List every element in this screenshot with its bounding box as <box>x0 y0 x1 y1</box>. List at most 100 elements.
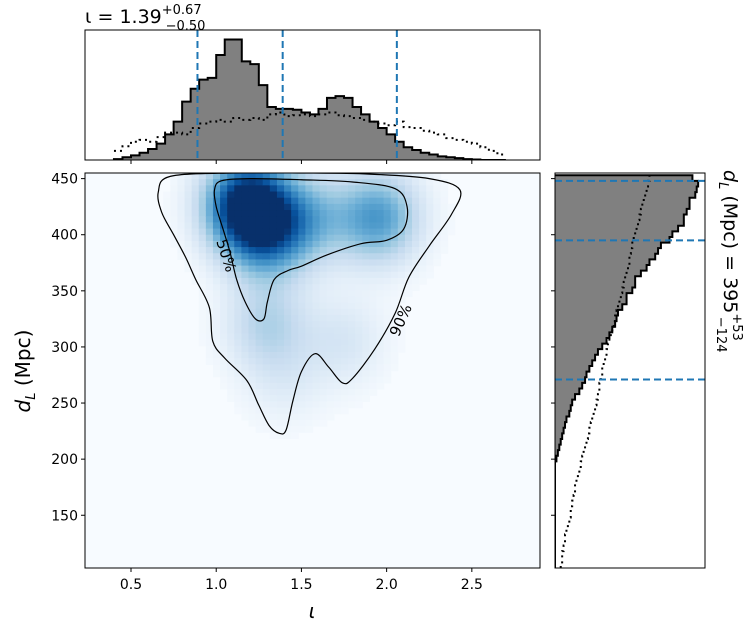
heatmap-cell <box>419 173 427 180</box>
heatmap-cell <box>298 265 306 273</box>
heatmap-cell <box>248 376 257 384</box>
heatmap-cell <box>333 407 342 415</box>
heatmap-cell <box>404 240 413 248</box>
heatmap-cell <box>262 228 271 236</box>
heatmap-cell <box>333 228 342 236</box>
heatmap-cell <box>241 358 250 365</box>
heatmap-cell <box>348 351 356 359</box>
heatmap-cell <box>376 259 385 267</box>
heatmap-cell <box>291 240 299 248</box>
heatmap-cell <box>227 197 235 205</box>
heatmap-cell <box>220 247 228 254</box>
heatmap-cell <box>262 339 271 347</box>
heatmap-cell <box>340 203 349 211</box>
heatmap-cell <box>397 247 406 254</box>
heatmap-cell <box>326 314 335 322</box>
heatmap-cell <box>355 345 363 353</box>
heatmap-cell <box>355 370 363 378</box>
heatmap-cell <box>269 222 278 230</box>
heatmap-cell <box>276 203 285 211</box>
heatmap-cell <box>220 314 228 322</box>
heatmap-cell <box>191 277 200 285</box>
heatmap-cell <box>298 290 306 298</box>
heatmap-cell <box>348 345 356 353</box>
heatmap-cell <box>383 302 392 310</box>
heatmap-cell <box>376 234 385 242</box>
heatmap-cell <box>305 327 314 335</box>
heatmap-cell <box>340 265 349 273</box>
heatmap-cell <box>376 222 385 230</box>
heatmap-cell <box>284 253 292 261</box>
heatmap-cell <box>205 234 214 242</box>
heatmap-cell <box>255 395 264 402</box>
heatmap-cell <box>340 210 349 217</box>
heatmap-cell <box>184 191 193 199</box>
heatmap-cell <box>348 389 356 396</box>
heatmap-cell <box>326 296 335 304</box>
heatmap-cell <box>241 265 250 273</box>
heatmap-cell <box>184 222 193 230</box>
heatmap-cell <box>205 284 214 291</box>
heatmap-cell <box>326 222 335 230</box>
heatmap-cell <box>426 259 434 267</box>
heatmap-cell <box>376 179 385 186</box>
heatmap-cell <box>433 173 442 180</box>
heatmap-cell <box>262 382 271 390</box>
heatmap-cell <box>369 222 378 230</box>
heatmap-cell <box>220 203 228 211</box>
heatmap-cell <box>305 265 314 273</box>
heatmap-cell <box>262 321 271 328</box>
heatmap-cell <box>298 247 306 254</box>
heatmap-cell <box>348 179 356 186</box>
heatmap-cell <box>383 240 392 248</box>
heatmap-cell <box>291 358 299 365</box>
heatmap-cell <box>205 345 214 353</box>
heatmap-cell <box>362 364 370 372</box>
heatmap-cell <box>348 358 356 365</box>
heatmap-cell <box>198 253 207 261</box>
heatmap-cell <box>440 179 449 186</box>
heatmap-cell <box>433 191 442 199</box>
heatmap-cell <box>369 364 378 372</box>
heatmap-cell <box>248 308 257 316</box>
heatmap-cell <box>433 228 442 236</box>
heatmap-cell <box>348 395 356 402</box>
heatmap-cell <box>390 364 399 372</box>
heatmap-cell <box>333 358 342 365</box>
heatmap-cell <box>191 271 200 279</box>
heatmap-cell <box>269 296 278 304</box>
heatmap-cell <box>440 240 449 248</box>
heatmap-cell <box>326 271 335 279</box>
heatmap-cell <box>369 234 378 242</box>
heatmap-cell <box>369 284 378 291</box>
heatmap-cell <box>284 358 292 365</box>
heatmap-cell <box>348 296 356 304</box>
heatmap-cell <box>340 376 349 384</box>
heatmap-cell <box>312 259 321 267</box>
heatmap-cell <box>383 253 392 261</box>
right-posterior-fill <box>555 175 699 568</box>
heatmap-cell <box>312 290 321 298</box>
heatmap-cell <box>177 253 186 261</box>
heatmap-cell <box>248 321 257 328</box>
heatmap-cell <box>241 259 250 267</box>
heatmap-cell <box>255 284 264 291</box>
heatmap-cell <box>390 290 399 298</box>
heatmap-cell <box>198 179 207 186</box>
right-prior-outline <box>559 175 651 568</box>
heatmap-cell <box>255 247 264 254</box>
heatmap-cell <box>269 314 278 322</box>
heatmap-cell <box>248 234 257 242</box>
heatmap-cell <box>248 197 257 205</box>
right-title: dL (Mpc) = 395+53−124 <box>713 170 744 353</box>
heatmap-cell <box>241 197 250 205</box>
right-marginal-panel: dL (Mpc) = 395+53−124 <box>551 170 744 569</box>
heatmap-cell <box>241 191 250 199</box>
heatmap-cell <box>326 333 335 341</box>
heatmap-cell <box>305 376 314 384</box>
heatmap-cell <box>227 314 235 322</box>
heatmap-cell <box>220 345 228 353</box>
heatmap-cell <box>191 216 200 223</box>
heatmap-cell <box>305 419 314 427</box>
heatmap-cell <box>319 407 328 415</box>
